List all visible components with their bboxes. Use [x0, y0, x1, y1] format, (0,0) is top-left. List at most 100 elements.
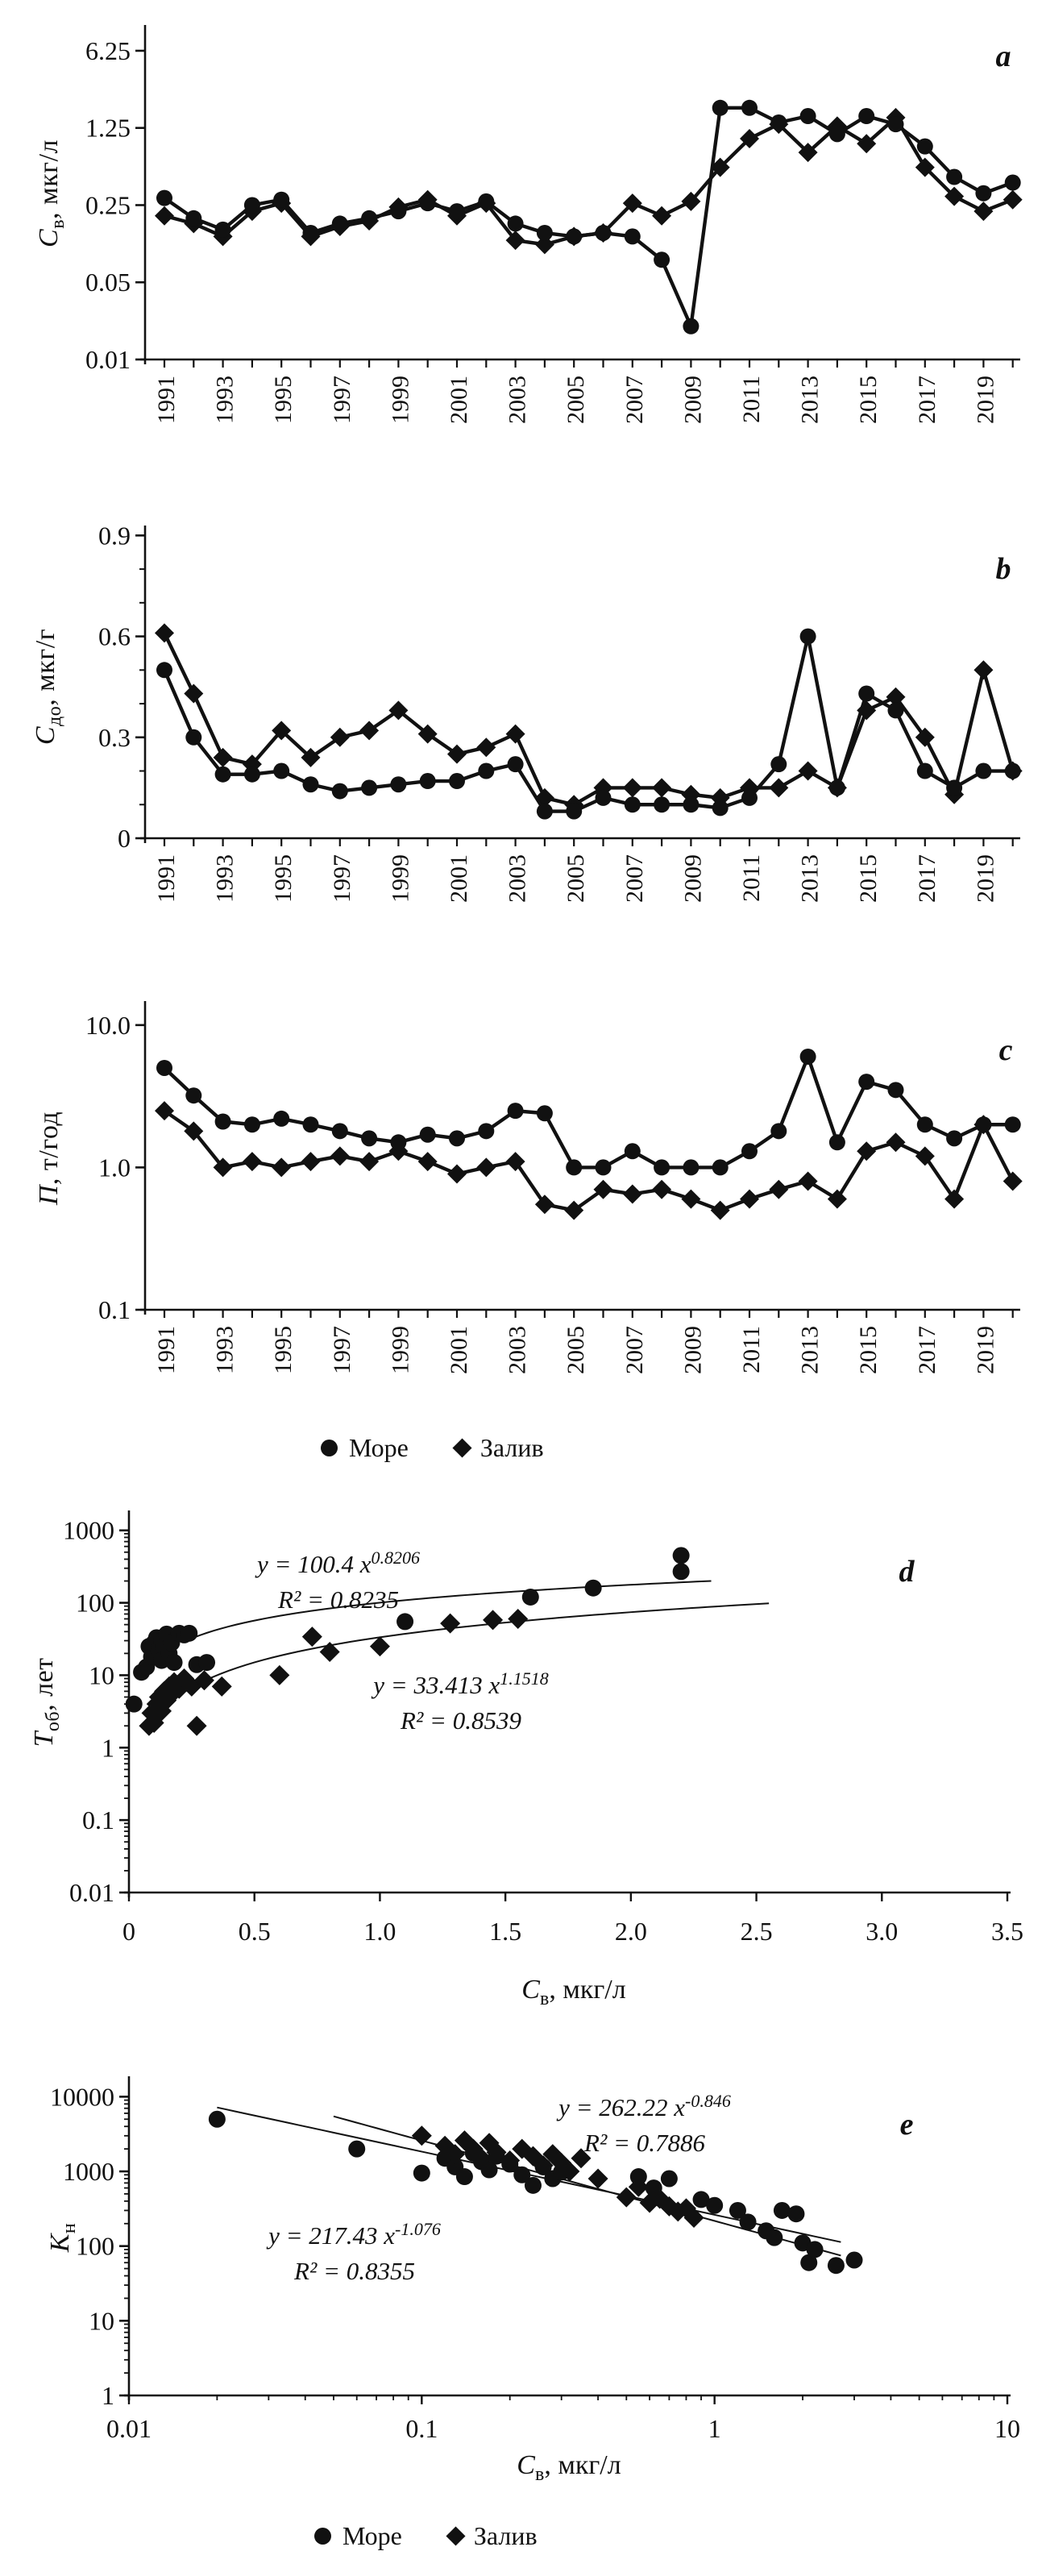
panel-d-axes: 1000 100 10 1 0.1 0.01 0 0.5 1.0 1.5 2.0 2.5 3.0 3.5 — [63, 1510, 1023, 1946]
svg-text:2.5: 2.5 — [741, 1917, 773, 1946]
svg-text:1.25: 1.25 — [85, 114, 131, 143]
svg-text:0.6: 0.6 — [98, 622, 131, 651]
svg-text:2003: 2003 — [504, 1326, 531, 1374]
panel-c-series-more — [156, 1048, 1021, 1176]
svg-text:2013: 2013 — [797, 1326, 824, 1374]
svg-text:2017: 2017 — [914, 376, 940, 424]
svg-text:2001: 2001 — [446, 854, 472, 903]
svg-text:1997: 1997 — [329, 854, 355, 903]
svg-text:2015: 2015 — [855, 854, 882, 903]
panel-c: 10.0 1.0 0.1 1991 1993 1995 1997 1999 2001 2003 20… — [85, 1001, 1023, 1374]
svg-text:2015: 2015 — [855, 376, 882, 424]
fit-equation-d-zaliv: y = 33.413 x1.1518 R² = 0.8539 — [373, 1666, 548, 1739]
svg-text:1: 1 — [102, 2381, 114, 2410]
panel-letter-a: a — [995, 39, 1011, 73]
y-axis-label-b: Cдо, мкг/г — [31, 628, 65, 746]
svg-text:1999: 1999 — [387, 854, 413, 903]
svg-text:2005: 2005 — [563, 854, 589, 903]
svg-text:2009: 2009 — [679, 1326, 706, 1374]
panel-letter-e: e — [899, 2108, 914, 2142]
svg-text:1995: 1995 — [270, 1326, 297, 1374]
svg-text:2007: 2007 — [621, 376, 648, 424]
svg-text:1993: 1993 — [212, 376, 239, 424]
svg-text:0: 0 — [118, 824, 131, 853]
circle-marker-icon — [314, 2528, 331, 2545]
legend-item-zaliv: Залив — [446, 2521, 538, 2551]
svg-text:0: 0 — [122, 1917, 135, 1946]
panel-d-series-zaliv — [139, 1609, 529, 1736]
fit-equation-line: y = 33.413 x1.1518 — [373, 1668, 549, 1700]
svg-text:2.0: 2.0 — [615, 1917, 647, 1946]
svg-text:0.25: 0.25 — [85, 190, 131, 219]
fit-equation-e-more: y = 262.22 x-0.846 R² = 0.7886 — [558, 2088, 731, 2161]
fit-equation-line: y = 262.22 x-0.846 — [558, 2090, 731, 2122]
panel-d-fit-lines — [158, 1580, 770, 1715]
legend-label: Море — [349, 1433, 409, 1462]
diamond-marker-icon — [452, 1438, 472, 1458]
panel-b-axes: 0.9 0.6 0.3 0 1991 1993 1995 1997 1999 2001 2003 20… — [98, 521, 1020, 903]
panel-d: 1000 100 10 1 0.1 0.01 0 0.5 1.0 1.5 2.0 2.5 3.0 3.5 — [63, 1510, 1023, 1946]
svg-text:2013: 2013 — [797, 376, 824, 424]
svg-text:2017: 2017 — [914, 854, 940, 903]
svg-text:0.01: 0.01 — [69, 1878, 114, 1907]
svg-text:0.5: 0.5 — [239, 1917, 271, 1946]
svg-text:2011: 2011 — [738, 376, 765, 423]
panel-b-series-more — [156, 628, 1021, 820]
panel-d-series-more — [125, 1547, 690, 1713]
fit-r2-line: R² = 0.8355 — [294, 2257, 415, 2286]
svg-text:2013: 2013 — [797, 854, 824, 903]
svg-text:1991: 1991 — [153, 376, 180, 424]
svg-text:2011: 2011 — [738, 1326, 765, 1373]
legend-label: Залив — [479, 1433, 544, 1462]
svg-text:2019: 2019 — [972, 376, 998, 424]
svg-text:0.05: 0.05 — [85, 268, 131, 297]
panel-letter-b: b — [995, 552, 1011, 586]
svg-text:2019: 2019 — [972, 854, 998, 903]
svg-text:10.0: 10.0 — [85, 1011, 131, 1040]
y-axis-label-e: Кн — [45, 2222, 80, 2253]
svg-text:0.1: 0.1 — [98, 1295, 131, 1324]
svg-text:2005: 2005 — [563, 1326, 589, 1374]
panel-e-axes: 10000 1000 100 10 1 0.01 0.1 1 10 — [50, 2076, 1020, 2443]
y-axis-label-d: Tоб, лет — [29, 1657, 64, 1747]
svg-text:2007: 2007 — [621, 854, 648, 903]
fit-equation-d-more: y = 100.4 x0.8206 R² = 0.8235 — [257, 1545, 420, 1618]
svg-text:0.3: 0.3 — [98, 723, 131, 752]
panel-c-series-zaliv — [155, 1101, 1023, 1220]
svg-text:1: 1 — [102, 1733, 114, 1762]
panel-e: 10000 1000 100 10 1 0.01 0.1 1 10 — [50, 2076, 1020, 2443]
panel-b: 0.9 0.6 0.3 0 1991 1993 1995 1997 1999 2001 2003 20… — [98, 521, 1023, 903]
svg-text:2003: 2003 — [504, 376, 531, 424]
svg-text:1000: 1000 — [63, 2157, 114, 2186]
svg-text:2001: 2001 — [446, 1326, 472, 1374]
fit-equation-e-zaliv: y = 217.43 x-1.076 R² = 0.8355 — [268, 2217, 441, 2289]
panel-c-axes: 10.0 1.0 0.1 1991 1993 1995 1997 1999 2001 2003 20… — [85, 1001, 1020, 1374]
panel-letter-c: c — [998, 1033, 1013, 1067]
svg-text:1: 1 — [708, 2414, 721, 2443]
svg-text:2001: 2001 — [446, 376, 472, 424]
legend-item-more: Море — [321, 1433, 409, 1463]
legend-label: Залив — [473, 2521, 538, 2550]
svg-text:2009: 2009 — [679, 376, 706, 424]
legend-item-zaliv: Залив — [452, 1433, 544, 1463]
svg-text:0.01: 0.01 — [85, 345, 131, 374]
svg-text:0.01: 0.01 — [106, 2414, 152, 2443]
svg-text:2003: 2003 — [504, 854, 531, 903]
fit-equation-line: y = 217.43 x-1.076 — [268, 2218, 441, 2250]
svg-text:1995: 1995 — [270, 376, 297, 424]
svg-text:1991: 1991 — [153, 854, 180, 903]
fit-r2-line: R² = 0.7886 — [584, 2129, 705, 2158]
svg-text:1993: 1993 — [212, 1326, 239, 1374]
x-axis-label-d: Cв, мкг/л — [521, 1975, 626, 2009]
panel-letter-d: d — [899, 1555, 915, 1589]
x-axis-label-e: Cв, мкг/л — [517, 2450, 621, 2485]
svg-text:1999: 1999 — [387, 376, 413, 424]
svg-text:1.5: 1.5 — [489, 1917, 521, 1946]
svg-text:0.9: 0.9 — [98, 521, 131, 550]
svg-text:1.0: 1.0 — [98, 1153, 131, 1182]
svg-text:2009: 2009 — [679, 854, 706, 903]
svg-text:2015: 2015 — [855, 1326, 882, 1374]
svg-text:10000: 10000 — [50, 2082, 114, 2111]
